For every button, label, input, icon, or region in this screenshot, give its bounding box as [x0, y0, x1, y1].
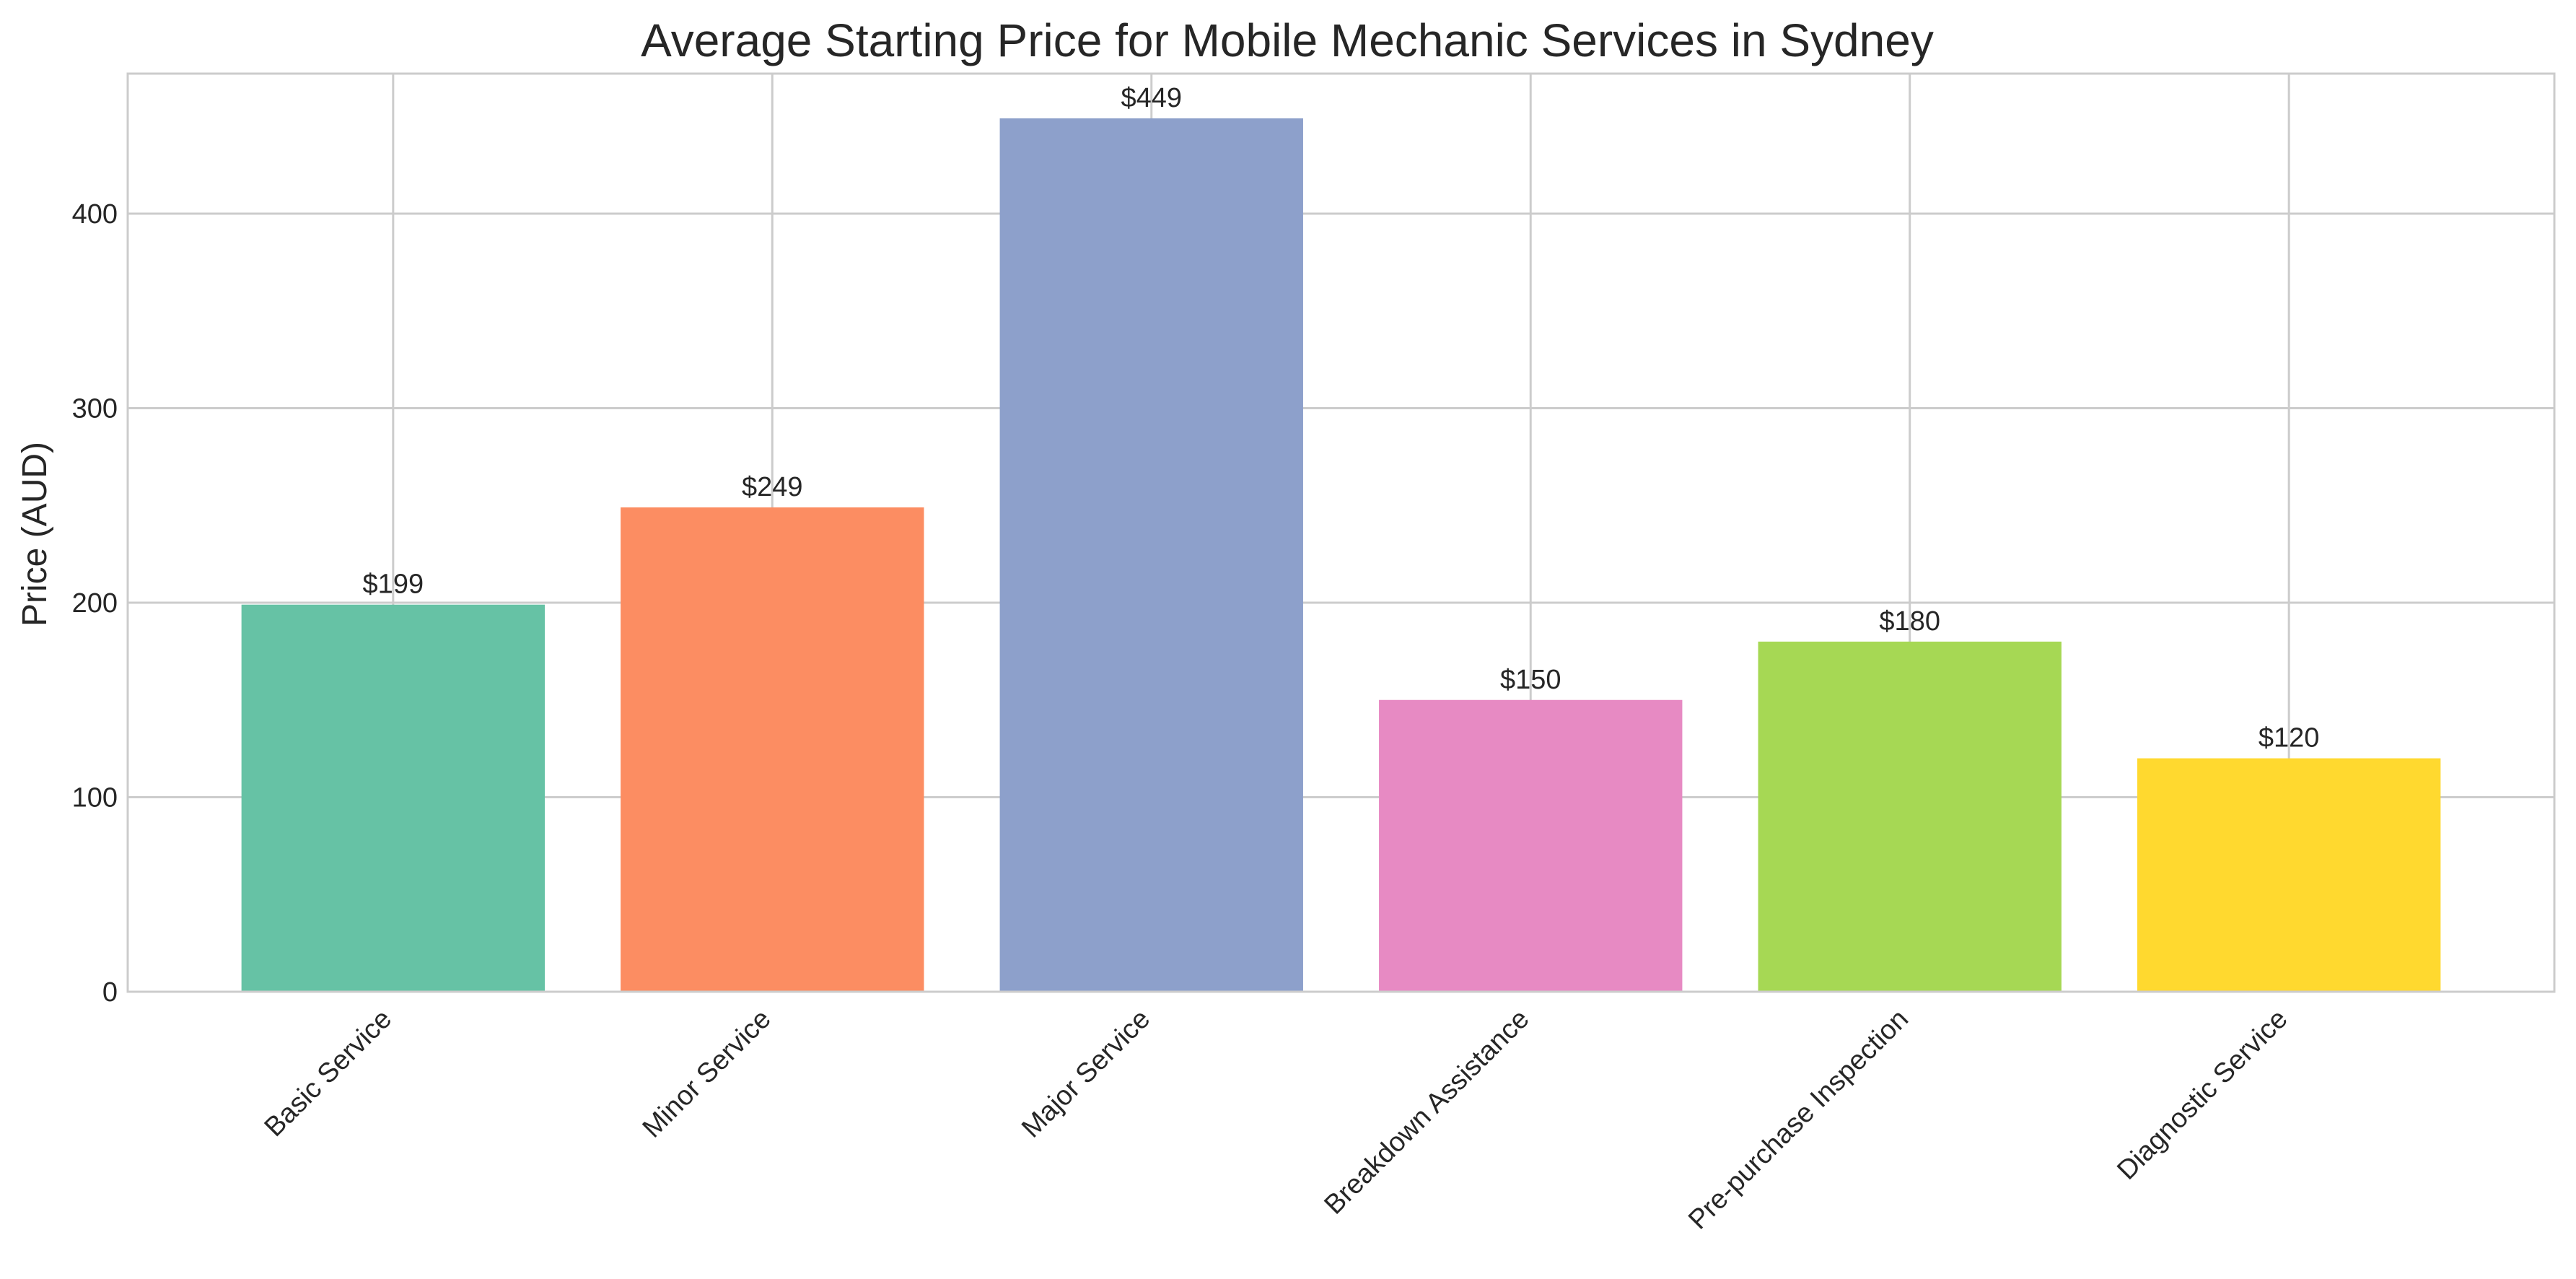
bar: [1379, 699, 1683, 992]
bar: [241, 604, 546, 992]
bar-value-label: $449: [1121, 83, 1182, 113]
bar: [1758, 641, 2062, 992]
y-tick-label: 100: [72, 783, 118, 813]
y-tick-label: 200: [72, 588, 118, 619]
bar-value-label: $199: [363, 569, 424, 600]
bar-value-label: $180: [1879, 606, 1940, 637]
y-tick-label: 400: [72, 199, 118, 230]
bars: [241, 118, 2441, 992]
bar: [999, 118, 1303, 992]
bar-value-label: $150: [1500, 665, 1561, 695]
y-tick-label: 0: [102, 977, 118, 1008]
value-labels: $199 $249 $449 $150 $180 $120: [363, 83, 2320, 754]
bar-value-label: $120: [2259, 723, 2320, 754]
bar: [2137, 758, 2441, 992]
chart-title: Average Starting Price for Mobile Mechan…: [641, 14, 1934, 66]
plot-frame: [126, 72, 2556, 993]
y-tick-label: 300: [72, 394, 118, 424]
y-tick-labels: 0 100 200 300 400: [72, 199, 118, 1008]
bar: [621, 507, 924, 992]
bar-value-label: $249: [742, 472, 803, 502]
y-axis-label: Price (AUD): [16, 442, 54, 627]
